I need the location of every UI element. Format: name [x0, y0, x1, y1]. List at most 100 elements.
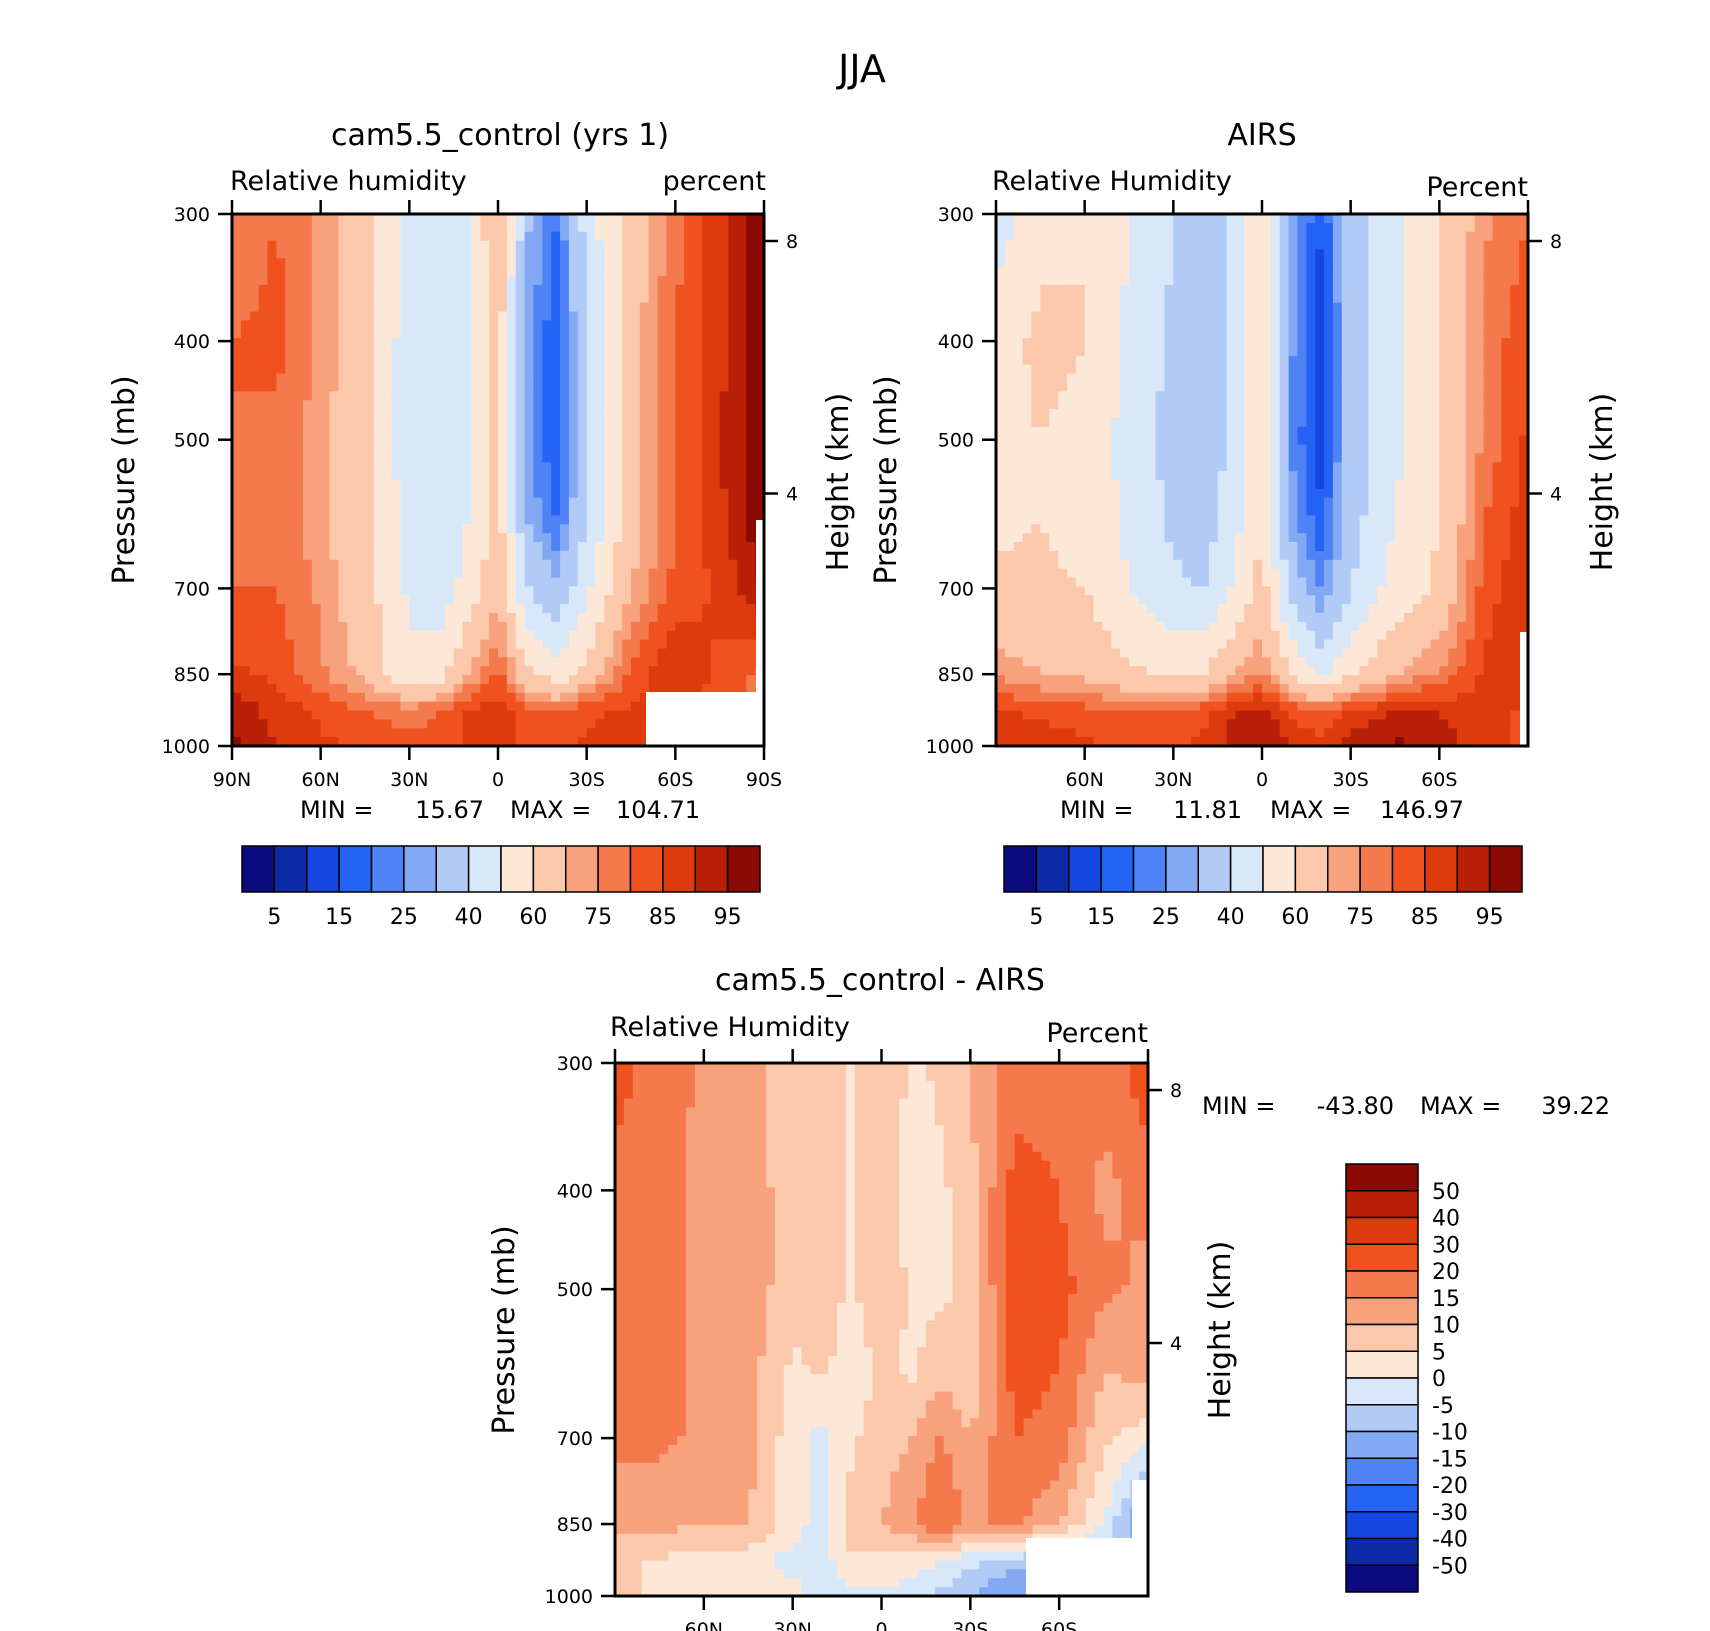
heatmap-cell [1137, 364, 1148, 375]
heatmap-cell [391, 311, 402, 321]
heatmap-cell [577, 329, 588, 339]
heatmap-cell [613, 320, 623, 330]
heatmap-cell [542, 604, 552, 614]
heatmap-cell [701, 338, 712, 348]
heatmap-cell [276, 400, 286, 410]
heatmap-cell [560, 240, 570, 251]
heatmap-cell [249, 329, 260, 339]
heatmap-cell [1474, 240, 1485, 251]
heatmap-cell [391, 417, 402, 428]
heatmap-cell [1084, 293, 1095, 304]
heatmap-cell [1279, 320, 1290, 330]
heatmap-cell [1465, 347, 1476, 357]
heatmap-cell [258, 639, 269, 650]
colorbar-swatch [273, 845, 308, 893]
heatmap-cell [1084, 240, 1095, 251]
heatmap-cell [232, 524, 242, 534]
heatmap-cell [1395, 364, 1405, 375]
heatmap-cell [258, 728, 269, 738]
heatmap-cell [232, 719, 242, 729]
heatmap-cell [1075, 355, 1086, 366]
heatmap-cell [560, 604, 570, 614]
heatmap-cell [631, 302, 641, 313]
heatmap-cell [1288, 214, 1299, 224]
heatmap-cell [515, 462, 526, 472]
heatmap-cell [666, 621, 676, 632]
heatmap-cell [701, 293, 712, 304]
heatmap-cell [586, 222, 597, 233]
y-tick-label: 300 [174, 204, 210, 226]
heatmap-cell [365, 613, 375, 623]
heatmap-cell [693, 373, 703, 384]
heatmap-cell [1492, 329, 1502, 339]
heatmap-cell [391, 621, 402, 632]
heatmap-cell [329, 276, 339, 286]
heatmap-cell [232, 595, 242, 605]
heatmap-cell [409, 568, 419, 579]
heatmap-cell [427, 621, 437, 632]
heatmap-cell [622, 737, 632, 746]
heatmap-cell [285, 666, 295, 676]
heatmap-cell [728, 604, 738, 614]
heatmap-cell [1297, 222, 1307, 233]
heatmap-cell [657, 586, 668, 596]
heatmap-cell [232, 639, 242, 650]
heatmap-cell [418, 524, 428, 534]
heatmap-cell [1013, 329, 1024, 339]
heatmap-cell [657, 382, 668, 392]
heatmap-cell [1066, 338, 1077, 348]
heatmap-cell [249, 258, 260, 268]
heatmap-cell [1368, 338, 1378, 348]
heatmap-cell [586, 577, 597, 587]
heatmap-cell [1102, 302, 1112, 313]
heatmap-cell [1359, 338, 1369, 348]
heatmap-cell [693, 524, 703, 534]
heatmap-cell [311, 506, 322, 517]
heatmap-cell [1501, 214, 1511, 224]
heatmap-cell [657, 683, 668, 694]
heatmap-cell [347, 613, 357, 623]
heatmap-cell [1297, 373, 1307, 384]
heatmap-cell [693, 249, 703, 259]
heatmap-cell [409, 258, 419, 268]
heatmap-cell [240, 338, 251, 348]
heatmap-cell [577, 683, 588, 694]
heatmap-cell [356, 409, 366, 419]
heatmap-cell [1182, 382, 1192, 392]
heatmap-cell [338, 267, 348, 277]
heatmap-cell [1022, 338, 1033, 348]
heatmap-cell [719, 338, 730, 348]
heatmap-cell [320, 240, 331, 251]
heatmap-cell [595, 417, 605, 428]
heatmap-cell [311, 533, 322, 543]
heatmap-cell [577, 471, 588, 481]
heatmap-cell [320, 604, 331, 614]
heatmap-cell [595, 692, 605, 703]
heatmap-cell [480, 400, 490, 410]
heatmap-cell [648, 542, 659, 552]
heatmap-cell [294, 639, 304, 650]
heatmap-cell [267, 701, 277, 712]
heatmap-cell [1332, 258, 1343, 268]
heatmap-cell [435, 382, 446, 392]
heatmap-cell [462, 550, 472, 561]
heatmap-cell [710, 231, 721, 242]
heatmap-cell [542, 550, 552, 561]
heatmap-cell [684, 542, 694, 552]
heatmap-cell [1262, 249, 1272, 259]
heatmap-cell [710, 559, 721, 570]
heatmap-cell [356, 630, 366, 641]
heatmap-cell [657, 222, 668, 233]
heatmap-cell [498, 488, 508, 499]
heatmap-cell [462, 577, 472, 587]
heatmap-cell [1297, 284, 1307, 295]
heatmap-cell [267, 568, 277, 579]
heatmap-cell [701, 515, 712, 525]
heatmap-cell [489, 550, 499, 561]
heatmap-cell [710, 462, 721, 472]
heatmap-cell [462, 382, 472, 392]
heatmap-cell [311, 648, 322, 658]
heatmap-cell [338, 683, 348, 694]
heatmap-cell [1332, 240, 1343, 251]
heatmap-cell [232, 382, 242, 392]
